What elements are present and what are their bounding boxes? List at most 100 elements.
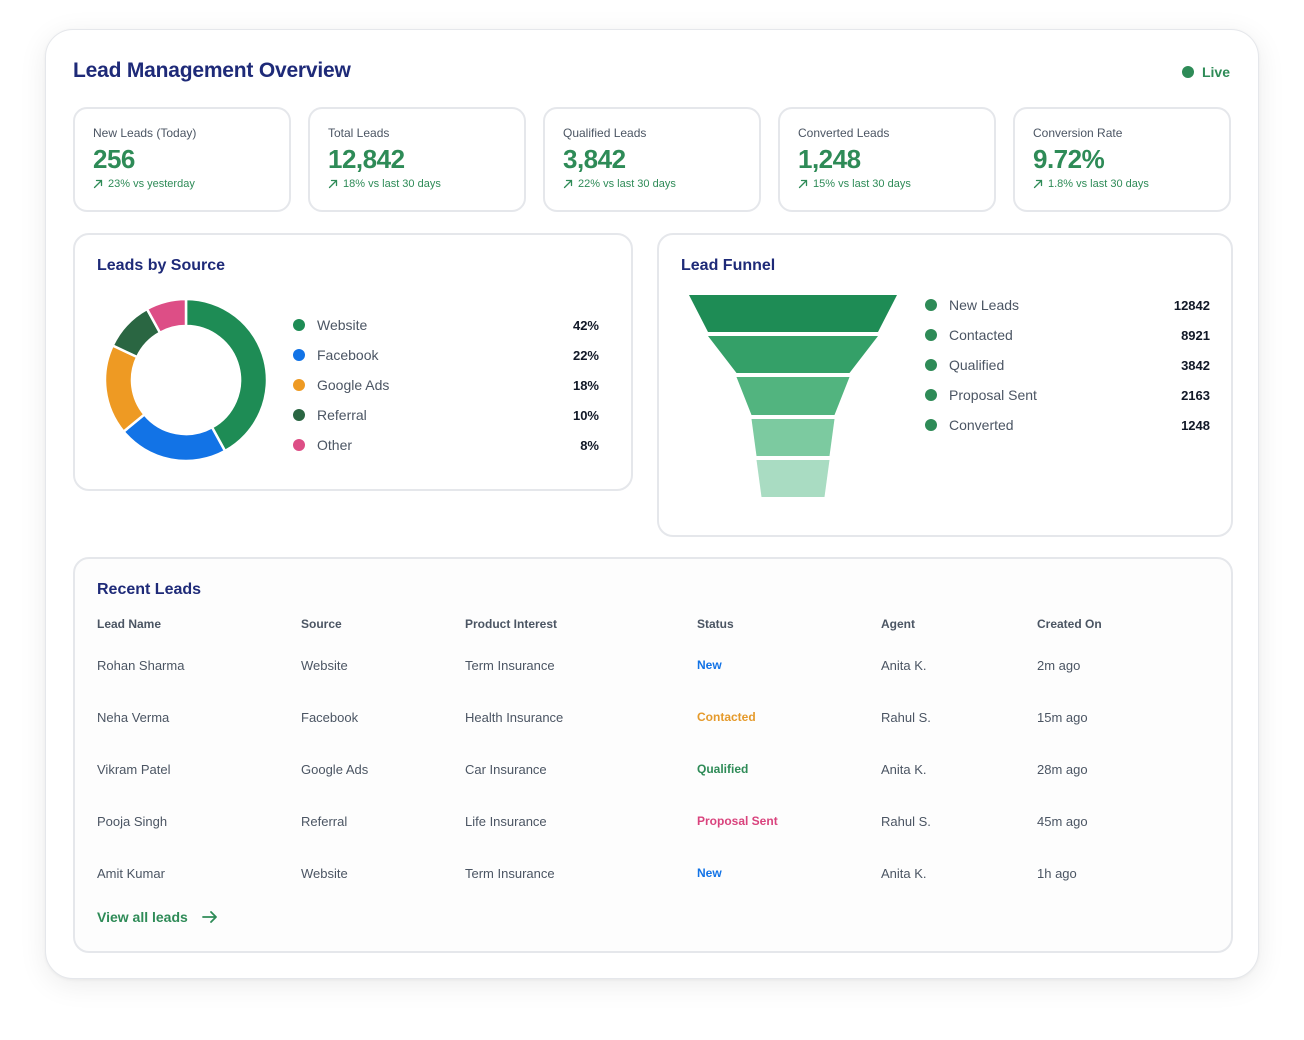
legend-dot-icon — [293, 379, 305, 391]
page-title: Lead Management Overview — [73, 59, 351, 82]
kpi-trend-text: 1.8% vs last 30 days — [1048, 178, 1149, 190]
status-cell: Contacted — [697, 710, 756, 724]
legend-item: Google Ads 18% — [293, 370, 599, 400]
column-header: Created On — [1037, 617, 1102, 631]
kpi-trend: 18% vs last 30 days — [328, 178, 506, 190]
legend-label: Other — [317, 437, 353, 453]
trend-up-icon — [563, 179, 573, 189]
legend-dot-icon — [925, 299, 937, 311]
created-cell: 2m ago — [1037, 658, 1081, 673]
kpi-label: Conversion Rate — [1033, 126, 1123, 140]
live-label: Live — [1201, 64, 1230, 80]
kpi-card: New Leads (Today) 256 23% vs yesterday — [73, 107, 291, 212]
live-indicator: Live — [1181, 64, 1230, 80]
column-header: Source — [301, 617, 342, 631]
agent-cell: Anita K. — [881, 762, 927, 777]
funnel-stage-value: 2163 — [1181, 387, 1210, 403]
trend-up-icon — [1033, 179, 1043, 189]
legend-dot-icon — [293, 319, 305, 331]
legend-dot-icon — [925, 329, 937, 341]
funnel-stage-value: 8921 — [1181, 327, 1210, 343]
arrow-right-icon — [201, 911, 217, 923]
funnel-stage-value: 3842 — [1181, 357, 1210, 373]
legend-dot-icon — [925, 419, 937, 431]
funnel-stage-new-leads — [689, 295, 897, 332]
recent-leads-title: Recent Leads — [97, 581, 202, 598]
lead-name-cell: Amit Kumar — [97, 866, 165, 881]
recent-leads-card: Recent Leads Lead Name Source Product Inte… — [73, 557, 1233, 953]
funnel-stage-contacted — [708, 336, 878, 373]
funnel-stage-label: New Leads — [949, 297, 1020, 313]
funnel-stage-label: Qualified — [949, 357, 1005, 373]
kpi-card: Converted Leads 1,248 15% vs last 30 days — [778, 107, 996, 212]
live-dot-icon — [1181, 66, 1194, 78]
kpi-trend: 15% vs last 30 days — [798, 178, 976, 190]
created-cell: 15m ago — [1037, 710, 1088, 725]
product-cell: Car Insurance — [465, 762, 547, 777]
status-cell: New — [697, 658, 722, 672]
funnel-stage-proposal-sent — [751, 419, 835, 456]
kpi-trend-text: 15% vs last 30 days — [813, 178, 911, 190]
column-header: Status — [697, 617, 734, 631]
legend-dot-icon — [293, 349, 305, 361]
legend-label: Website — [317, 317, 368, 333]
column-header: Lead Name — [97, 617, 162, 631]
donut-slice-website — [184, 297, 269, 453]
created-cell: 1h ago — [1037, 866, 1077, 881]
funnel-stage-value: 1248 — [1181, 417, 1210, 433]
funnel-legend-item: Qualified 3842 — [925, 350, 1210, 380]
kpi-card: Conversion Rate 9.72% 1.8% vs last 30 days — [1013, 107, 1231, 212]
legend-item: Facebook 22% — [293, 340, 599, 370]
source-cell: Facebook — [301, 710, 359, 725]
agent-cell: Anita K. — [881, 866, 927, 881]
donut-slice-facebook — [121, 412, 227, 463]
kpi-label: Total Leads — [328, 126, 390, 140]
kpi-value: 12,842 — [328, 144, 405, 174]
kpi-value: 9.72% — [1033, 144, 1105, 174]
funnel-legend: New Leads 12842 Contacted 8921 Qualified 3842… — [925, 290, 1210, 440]
source-cell: Website — [301, 866, 348, 881]
lead-funnel-card: Lead Funnel New Leads 12842 Contacted 8921 Q… — [657, 233, 1233, 537]
legend-value: 22% — [572, 347, 599, 363]
legend-dot-icon — [925, 389, 937, 401]
funnel-legend-item: Contacted 8921 — [925, 320, 1210, 350]
lead-name-cell: Vikram Patel — [97, 762, 171, 777]
legend-item: Referral 10% — [293, 400, 599, 430]
column-header: Agent — [881, 617, 915, 631]
legend-dot-icon — [293, 439, 305, 451]
source-legend: Website 42% Facebook 22% Google Ads 18% Referr… — [293, 310, 599, 460]
source-cell: Google Ads — [301, 762, 369, 777]
legend-label: Facebook — [317, 347, 379, 363]
view-all-leads-link[interactable]: View all leads — [97, 909, 218, 925]
product-cell: Life Insurance — [465, 814, 547, 829]
kpi-row: New Leads (Today) 256 23% vs yesterday Tota… — [73, 107, 1231, 212]
agent-cell: Rahul S. — [881, 814, 931, 829]
created-cell: 45m ago — [1037, 814, 1088, 829]
trend-up-icon — [798, 179, 808, 189]
funnel-stage-label: Converted — [949, 417, 1014, 433]
lead-funnel-title: Lead Funnel — [681, 257, 776, 274]
legend-value: 18% — [572, 377, 599, 393]
kpi-value: 256 — [93, 144, 135, 174]
leads-by-source-title: Leads by Source — [97, 257, 226, 274]
funnel-legend-item: Converted 1248 — [925, 410, 1210, 440]
kpi-trend-text: 22% vs last 30 days — [578, 178, 676, 190]
legend-label: Referral — [317, 407, 367, 423]
kpi-trend: 1.8% vs last 30 days — [1033, 178, 1211, 190]
funnel-stage-label: Contacted — [949, 327, 1013, 343]
leads-by-source-card: Leads by Source Website 42% Facebook 22% Goo… — [73, 233, 633, 491]
legend-dot-icon — [925, 359, 937, 371]
lead-name-cell: Pooja Singh — [97, 814, 168, 829]
funnel-stage-label: Proposal Sent — [949, 387, 1037, 403]
kpi-label: Qualified Leads — [563, 126, 647, 140]
funnel-stage-qualified — [736, 377, 850, 415]
product-cell: Term Insurance — [465, 866, 555, 881]
legend-dot-icon — [293, 409, 305, 421]
dashboard-panel: Lead Management Overview Live New Leads … — [45, 29, 1259, 979]
kpi-card: Total Leads 12,842 18% vs last 30 days — [308, 107, 526, 212]
kpi-label: Converted Leads — [798, 126, 890, 140]
created-cell: 28m ago — [1037, 762, 1088, 777]
donut-slice-other — [145, 297, 188, 335]
source-donut-chart — [103, 297, 269, 463]
legend-label: Google Ads — [317, 377, 390, 393]
